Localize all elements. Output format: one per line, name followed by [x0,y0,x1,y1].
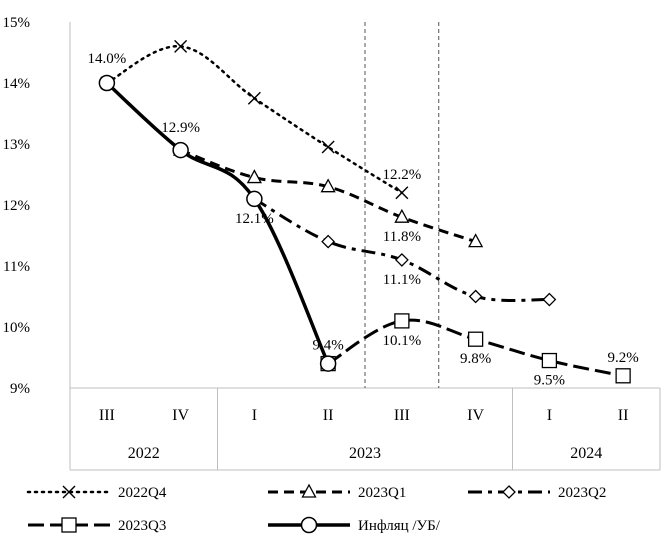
y-tick-label: 11% [3,259,30,275]
x-tick-label: II [618,407,629,424]
marker-square [541,352,558,369]
series-layer [98,39,631,384]
marker-diamond [321,234,336,249]
series-line [105,81,330,365]
data-label: 12.9% [161,120,200,136]
x-tick-label: III [99,407,115,424]
series-line [180,148,477,244]
legend-item: 2023Q1 [268,483,406,501]
marker-diamond [502,485,516,499]
y-tick-label: 15% [3,15,31,31]
series-3 [320,313,631,384]
marker-x [247,91,261,105]
legend-label: 2023Q3 [118,518,166,534]
data-label: 12.2% [383,167,422,183]
marker-x [174,39,188,53]
y-tick-label: 12% [3,198,31,214]
x-tick-label: I [252,407,257,424]
x-tick-label: I [547,407,552,424]
legend-item: 2022Q4 [26,485,167,501]
legend-label: 2023Q1 [358,485,406,501]
y-tick-label: 13% [3,137,31,153]
legend-label: 2022Q4 [118,485,167,501]
marker-x [395,186,409,200]
marker-stroke [174,39,188,53]
marker-triangle [394,208,410,223]
y-tick-label: 14% [3,76,31,92]
marker-circle [98,74,116,92]
x-tick-label: II [323,407,334,424]
marker-square [615,368,631,384]
series-4 [98,74,337,372]
legend-label: Инфляц /УБ/ [358,518,441,534]
marker-stroke [395,186,409,200]
marker-circle [300,516,318,534]
data-labels: 14.0% 12.9% 12.1% 9.4% 12.2% 11.8% 11.1% 10.1% 9… [88,51,639,389]
x-tick-label: IV [467,407,484,424]
legend-item: Инфляц /УБ/ [268,516,441,534]
marker-diamond [394,252,409,267]
data-label: 12.1% [235,211,274,227]
series-1 [173,141,484,248]
legend: 2022Q4 2023Q1 2023Q2 2023Q3 Инфляц /УБ/ [26,483,606,534]
marker-circle [172,141,189,159]
marker-triangle [468,233,484,248]
data-label: 10.1% [383,333,422,349]
marker-stroke [247,91,261,105]
data-label: 9.4% [313,338,344,354]
y-tick-label: 9% [10,381,30,397]
marker-stroke [62,485,76,499]
data-label: 11.1% [383,272,421,288]
y-tick-label: 10% [3,320,31,336]
marker-triangle [246,169,262,184]
marker-diamond [542,292,557,307]
series-line [327,318,624,378]
year-label: 2022 [128,445,160,462]
marker-circle [246,190,263,208]
legend-label: 2023Q2 [558,485,606,501]
marker-diamond [468,289,483,304]
marker-square [467,331,484,347]
marker-circle [319,355,337,372]
data-label: 14.0% [88,51,127,67]
marker-x [62,485,76,499]
marker-stroke [321,140,335,154]
year-label: 2024 [570,445,602,462]
marker-square [394,313,410,329]
legend-item: 2023Q3 [28,517,166,534]
data-label: 9.2% [608,350,639,366]
marker-triangle [320,178,336,193]
year-label: 2023 [349,445,381,462]
data-label: 9.5% [534,373,565,389]
marker-triangle [301,483,317,498]
legend-item: 2023Q2 [468,485,606,501]
data-label: 11.8% [383,229,421,245]
marker-x [321,140,335,154]
x-tick-label: IV [172,407,189,424]
marker-square [61,517,77,533]
data-label: 9.8% [460,351,491,367]
x-tick-label: III [394,407,410,424]
